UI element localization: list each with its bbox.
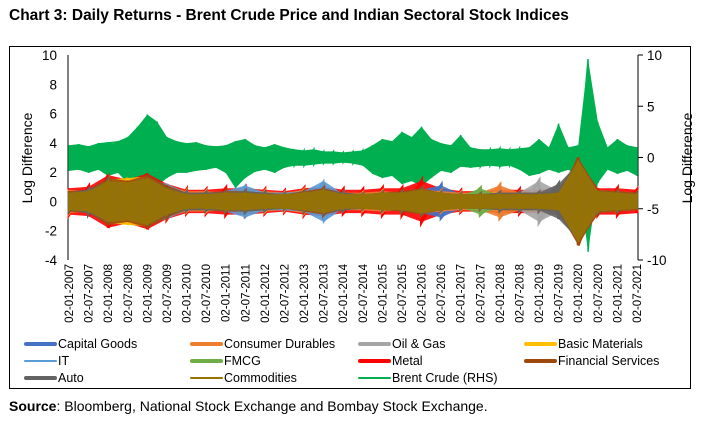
x-tick-label: 02-01-2010 [182,264,194,323]
left-y-tick-label: -4 [45,253,57,268]
legend-swatch [190,377,223,379]
x-tick-label: 02-07-2015 [397,264,409,323]
chart-frame [9,46,691,389]
legend-label: Consumer Durables [224,337,336,351]
legend-label: Auto [58,371,84,385]
x-tick-label: 02-07-2021 [632,264,644,323]
x-tick-label: 02-01-2013 [299,264,311,323]
source-label: Source [9,398,57,414]
x-tick-label: 02-07-2019 [554,264,566,323]
right-y-tick-label: -5 [647,202,659,217]
legend-label: Oil & Gas [392,337,446,351]
legend-item: Brent Crude (RHS) [358,371,498,385]
legend-label: Commodities [224,371,297,385]
x-tick-label: 02-01-2007 [64,264,76,323]
x-tick-label: 02-01-2014 [338,263,350,322]
x-tick-label: 02-01-2011 [221,264,233,322]
x-tick-label: 02-07-2017 [475,264,487,323]
x-tick-label: 02-07-2011 [240,264,252,322]
x-tick-label: 02-07-2016 [436,264,448,323]
series-line-brent-crude-rhs- [68,59,638,252]
left-y-tick-label: 0 [49,194,57,209]
series-line-commodities [68,160,638,243]
left-y-tick-label: 4 [49,136,57,151]
legend-item: Commodities [190,371,297,385]
legend-swatch [190,342,223,346]
left-y-tick-label: -2 [45,224,57,239]
x-tick-label: 02-07-2018 [514,264,526,323]
legend-swatch [358,342,391,346]
legend-swatch [190,359,223,363]
left-y-tick-label: 6 [49,107,57,122]
legend-item: Metal [358,354,423,368]
legend-item: Oil & Gas [358,337,446,351]
x-tick-label: 02-01-2020 [573,264,585,323]
source-text: : Bloomberg, National Stock Exchange and… [56,398,488,414]
legend-label: FMCG [224,354,261,368]
right-y-tick-label: -10 [647,253,667,268]
x-tick-label: 02-01-2019 [534,264,546,323]
x-tick-label: 02-01-2012 [260,264,272,323]
legend-swatch [358,359,391,363]
x-tick-label: 02-07-2008 [123,264,135,323]
legend-swatch [524,359,557,363]
legend-label: Basic Materials [558,337,643,351]
legend-item: IT [24,354,69,368]
x-tick-label: 02-07-2014 [358,263,370,322]
legend-label: Capital Goods [58,337,138,351]
legend-swatch [24,342,57,346]
right-y-tick-label: 0 [647,151,655,166]
chart-title: Chart 3: Daily Returns - Brent Crude Pri… [9,7,569,24]
right-y-tick-label: 10 [647,48,662,63]
x-tick-label: 02-07-2013 [319,264,331,323]
x-tick-label: 02-07-2010 [201,264,213,323]
legend-swatch [24,360,57,362]
x-tick-label: 02-01-2008 [103,264,115,323]
x-tick-label: 02-07-2007 [84,264,96,323]
source-note: Source: Bloomberg, National Stock Exchan… [9,398,488,414]
x-tick-label: 02-01-2018 [495,264,507,323]
legend-swatch [524,342,557,346]
x-tick-label: 02-07-2020 [593,264,605,323]
legend-item: Capital Goods [24,337,137,351]
legend-label: Metal [392,354,423,368]
x-tick-label: 02-01-2021 [612,264,624,323]
legend-swatch [358,377,391,379]
left-y-tick-label: 10 [42,48,57,63]
legend-label: Financial Services [558,354,660,368]
left-y-axis-title: Log Difference [19,112,35,203]
left-y-tick-label: 8 [49,77,57,92]
x-tick-label: 02-01-2016 [417,264,429,323]
legend-item: Auto [24,371,84,385]
legend-item: Financial Services [524,354,659,368]
x-tick-label: 02-07-2009 [162,264,174,323]
legend-swatch [24,376,57,380]
right-y-tick-label: 5 [647,99,655,114]
left-y-tick-label: 2 [49,165,57,180]
x-tick-label: 02-07-2012 [279,264,291,323]
legend-item: Consumer Durables [190,337,335,351]
legend-label: IT [58,354,70,368]
x-tick-label: 02-01-2017 [456,264,468,323]
legend-item: Basic Materials [524,337,643,351]
x-tick-label: 02-01-2009 [142,264,154,323]
x-tick-label: 02-01-2015 [377,264,389,323]
legend-item: FMCG [190,354,261,368]
right-y-axis-title: Log Difference [679,112,695,203]
legend-label: Brent Crude (RHS) [392,371,498,385]
